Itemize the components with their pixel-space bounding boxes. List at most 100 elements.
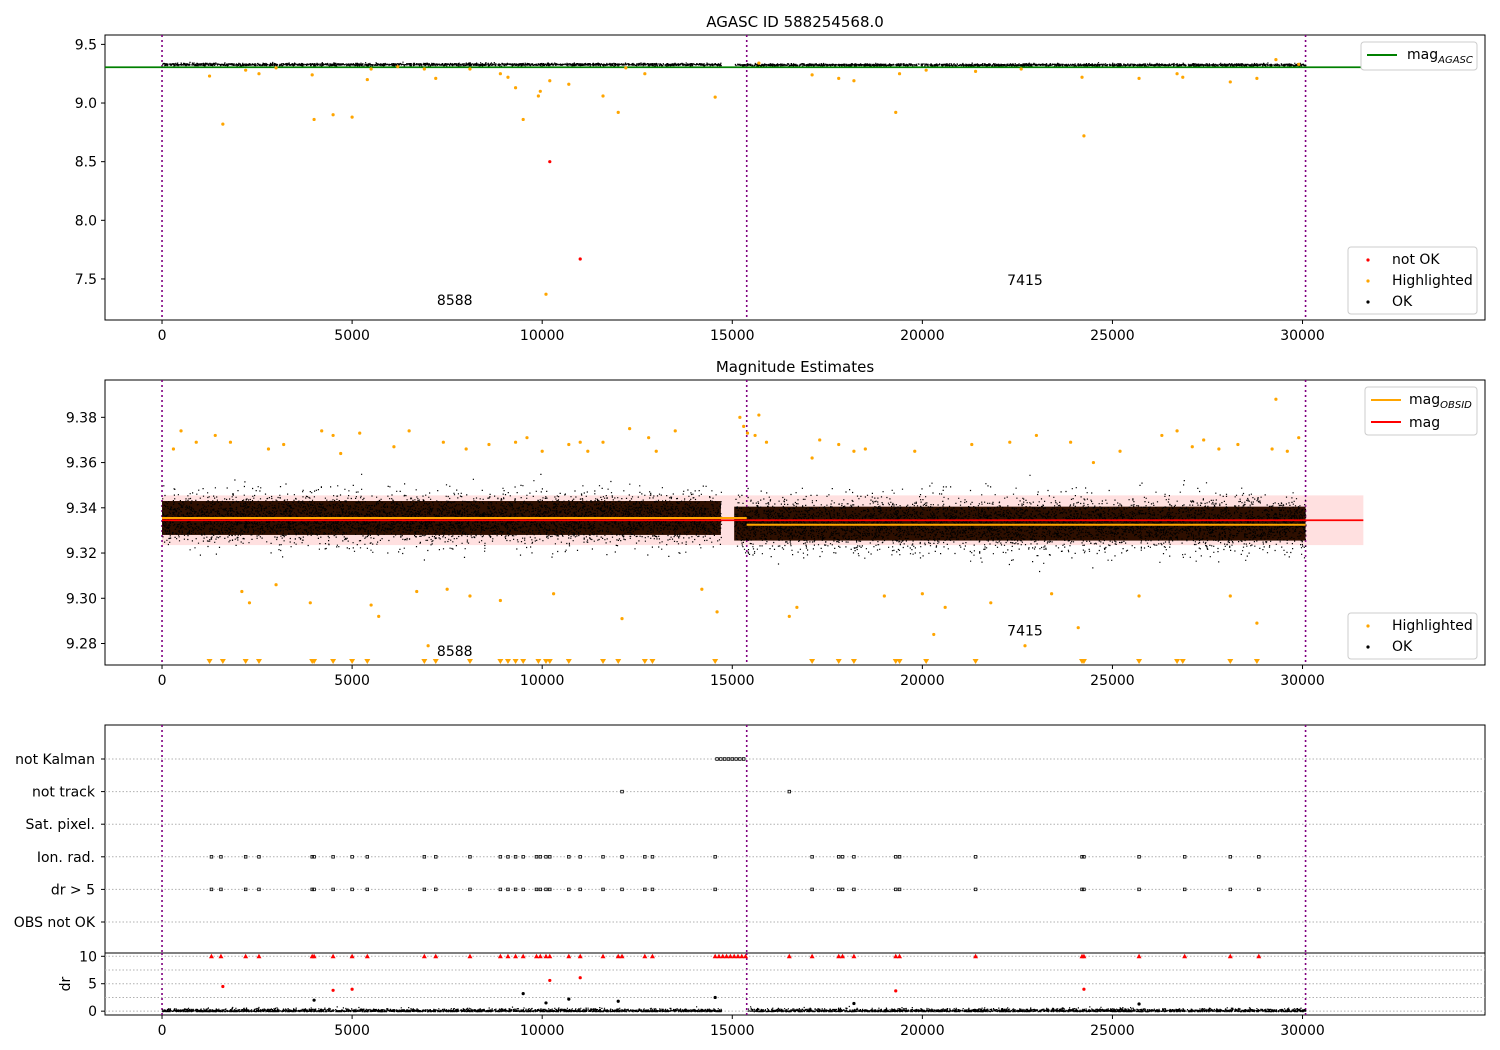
data-point-highlighted [753,433,757,438]
clipped-marker [466,659,473,664]
x-tick-label: 15000 [710,1023,755,1039]
data-point-highlighted [1228,594,1232,598]
flag-marker [243,887,248,892]
x-tick-label: 25000 [1090,673,1135,689]
x-tick-label: 0 [158,328,167,344]
dr-clipped-marker [330,953,336,959]
dr-clipped-marker [256,953,262,959]
data-point-highlighted [207,74,212,78]
dr-clipped-marker [893,953,899,959]
data-point-highlighted [339,451,343,456]
flag-marker [1137,887,1141,892]
legend-label-ok: OK [1392,294,1413,310]
data-point-highlighted [1008,440,1012,444]
flag-marker [894,855,898,859]
clipped-marker [892,659,899,664]
data-point-highlighted [1160,433,1164,438]
flag-marker [726,757,731,761]
clipped-marker [255,659,262,664]
dr-clipped-marker [311,953,317,959]
data-point-highlighted [171,447,176,451]
y-tick-label: 8.0 [75,213,97,229]
dr-clipped-marker [1227,953,1233,959]
flag-marker [852,855,856,859]
data-point-not-ok [894,989,898,993]
clipped-marker [242,659,249,664]
x-tick-label: 5000 [334,328,370,344]
data-point-highlighted [521,117,525,122]
obs-label: 8588 [437,644,473,660]
data-point-highlighted [601,94,605,98]
data-point-highlighted [913,449,917,453]
data-point-highlighted [498,598,502,603]
flag-marker [350,887,354,892]
x-tick-label: 0 [158,1023,167,1039]
flag-marker [734,757,738,761]
flag-marker [513,855,518,859]
data-point-highlighted [624,66,628,70]
dr-clipped-marker [520,953,526,959]
clipped-marker [542,659,549,664]
clipped-marker [835,659,842,664]
legend-marker-not-ok [1366,258,1370,262]
data-point-highlighted [863,447,867,451]
data-point-highlighted [513,86,518,90]
data-point-highlighted [377,614,381,618]
y-tick-label: 9.28 [66,637,97,653]
data-point-highlighted [1076,626,1080,630]
data-point-ok [852,1001,856,1006]
flag-row-label: Sat. pixel. [26,817,95,833]
dr-clipped-marker [727,953,733,959]
dr-clipped-marker [543,953,549,959]
flag-marker [498,887,503,892]
dr-clipped-marker [243,953,249,959]
data-point-highlighted [312,117,316,122]
data-point-highlighted [1228,80,1232,84]
panel-2-marker-legend: Highlighted OK [1347,612,1478,660]
y-tick-label: 7.5 [75,272,97,288]
flag-marker [209,855,214,859]
flag-marker [897,855,902,859]
data-point-highlighted [654,449,658,453]
dr-clipped-marker [1182,953,1188,959]
data-point-highlighted [1236,442,1240,447]
data-point-highlighted [1255,76,1259,80]
data-point-highlighted [795,605,799,609]
data-point-highlighted [932,632,936,637]
data-point-highlighted [422,67,426,71]
data-point-highlighted [1091,460,1096,465]
panel-1-frame [104,34,1486,321]
clipped-marker [1174,659,1181,664]
x-tick-label: 0 [158,673,167,689]
data-point-highlighted [837,442,841,447]
data-point-highlighted [540,449,544,453]
y-tick-label: 9.5 [75,37,97,53]
flag-marker [365,855,370,859]
data-point-not-ok [1082,987,1086,991]
data-point-highlighted [943,605,947,609]
data-point-highlighted [369,67,373,71]
data-point-highlighted [358,431,362,435]
data-point-highlighted [441,440,445,444]
flag-marker [548,855,552,859]
data-point-highlighted [1202,438,1206,442]
data-point-highlighted [247,601,252,605]
clipped-marker [520,659,527,664]
clipped-marker [535,659,542,664]
dr-clipped-marker [533,953,539,959]
clipped-marker [649,659,656,664]
data-point-highlighted [415,589,419,594]
panel-1-line-legend: magAGASC [1360,41,1478,71]
legend-label-highlighted: Highlighted [1392,618,1473,634]
flag-marker [620,789,624,794]
flag-marker [837,887,841,892]
data-point-highlighted [810,73,814,77]
data-point-highlighted [970,442,974,447]
flag-marker [257,855,261,859]
panel-1-plot: 0 5000 10000 15000 20000 25000 30000 7.5 8.0 8.5 9… [75,34,1486,344]
data-point-highlighted [810,456,814,460]
data-point-highlighted [266,447,271,451]
panel-magnitude-estimates: Magnitude Estimates 0 5000 10000 15000 20000… [66,358,1486,689]
flag-marker [534,887,539,892]
legend-label-not-ok: not OK [1392,252,1440,268]
